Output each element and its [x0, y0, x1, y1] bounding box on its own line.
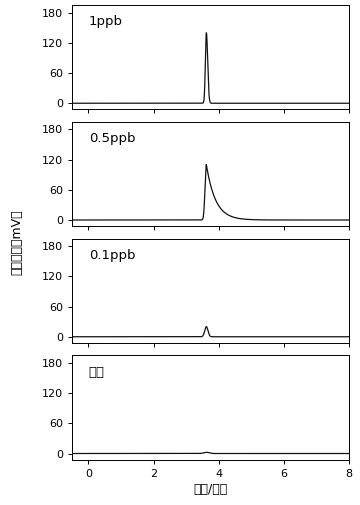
Text: 0.1ppb: 0.1ppb [89, 249, 135, 262]
Text: 1ppb: 1ppb [89, 16, 123, 28]
X-axis label: 时间/分钟: 时间/分钟 [193, 483, 228, 496]
Text: 0.5ppb: 0.5ppb [89, 132, 135, 145]
Text: 响应强度（mV）: 响应强度（mV） [11, 210, 24, 275]
Text: 空白: 空白 [89, 366, 105, 379]
